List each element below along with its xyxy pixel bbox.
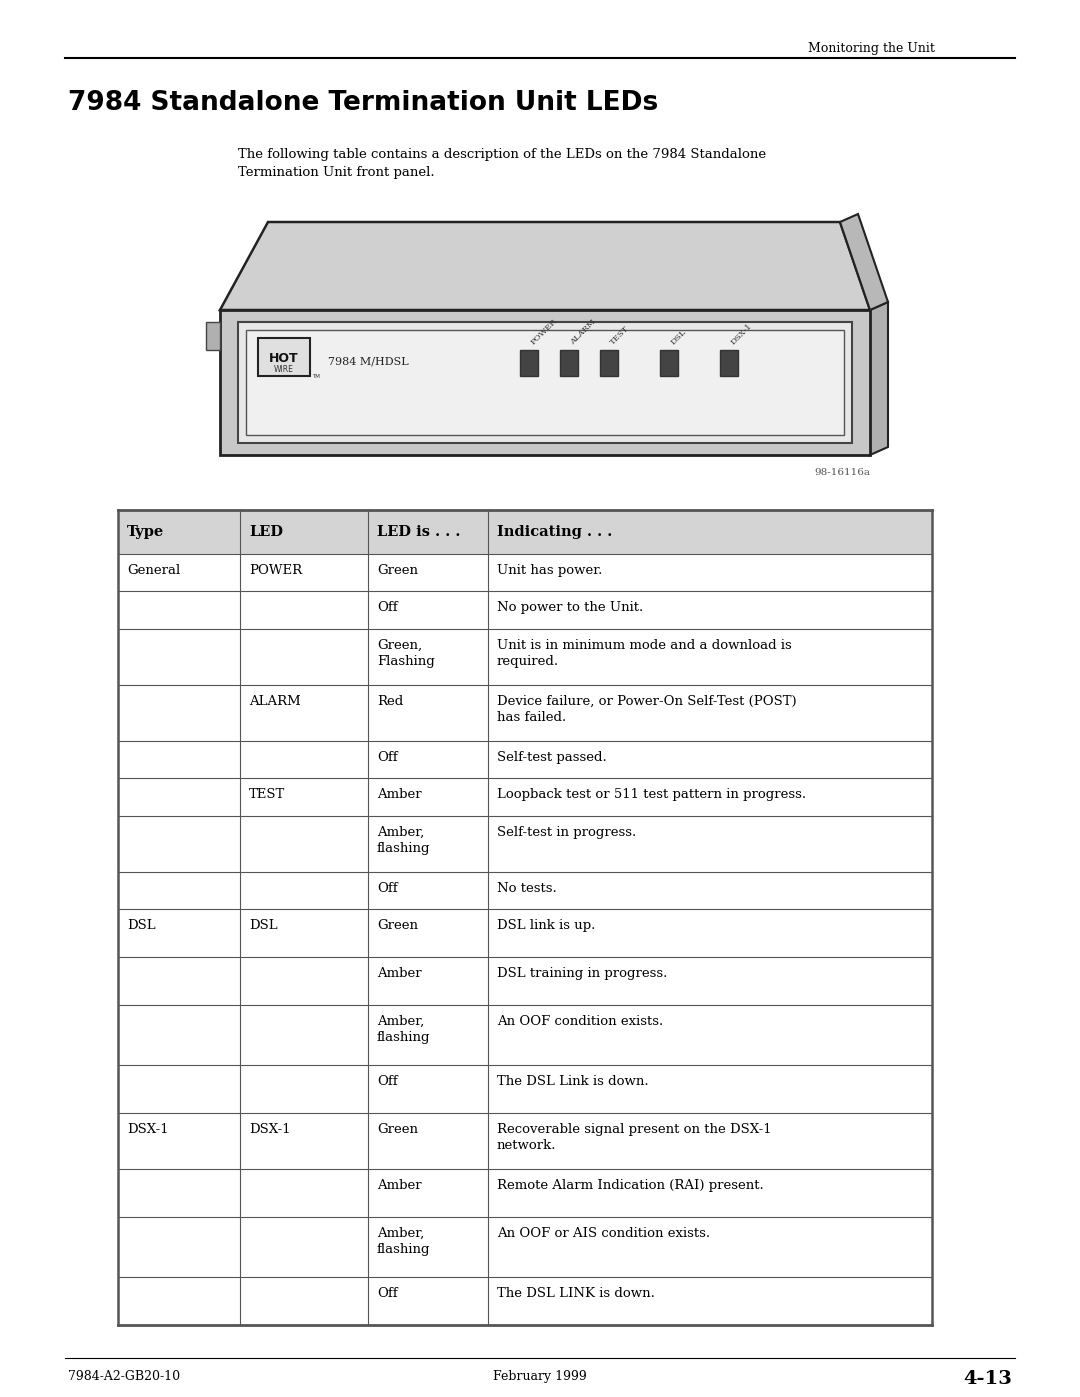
Polygon shape — [220, 222, 870, 310]
Bar — [118, 510, 932, 553]
Text: Indicating . . .: Indicating . . . — [497, 525, 612, 539]
Text: Green: Green — [377, 563, 418, 577]
Text: General: General — [127, 563, 180, 577]
Text: DSL: DSL — [669, 327, 688, 346]
Text: The DSL LINK is down.: The DSL LINK is down. — [497, 1287, 654, 1301]
Text: Red: Red — [377, 694, 403, 708]
Text: Amber: Amber — [377, 788, 421, 802]
Text: Amber,
flashing: Amber, flashing — [377, 1227, 431, 1256]
Text: ALARM: ALARM — [569, 317, 597, 346]
Text: 4-13: 4-13 — [963, 1370, 1012, 1389]
Text: DSL training in progress.: DSL training in progress. — [497, 967, 667, 981]
Text: ALARM: ALARM — [249, 694, 300, 708]
Text: Off: Off — [377, 1076, 397, 1088]
Text: Amber,
flashing: Amber, flashing — [377, 826, 431, 855]
Text: No power to the Unit.: No power to the Unit. — [497, 601, 644, 615]
Text: DSX-1: DSX-1 — [127, 1123, 168, 1136]
Bar — [220, 310, 870, 455]
Text: Type: Type — [127, 525, 164, 539]
Text: 7984-A2-GB20-10: 7984-A2-GB20-10 — [68, 1370, 180, 1383]
Text: LED: LED — [249, 525, 283, 539]
Text: Self-test in progress.: Self-test in progress. — [497, 826, 636, 838]
Bar — [660, 351, 678, 376]
Text: An OOF or AIS condition exists.: An OOF or AIS condition exists. — [497, 1227, 711, 1241]
Text: Monitoring the Unit: Monitoring the Unit — [808, 42, 935, 54]
Text: 7984 Standalone Termination Unit LEDs: 7984 Standalone Termination Unit LEDs — [68, 89, 658, 116]
Text: Loopback test or 511 test pattern in progress.: Loopback test or 511 test pattern in pro… — [497, 788, 806, 802]
Text: 98-16116a: 98-16116a — [814, 468, 870, 476]
Text: 7984 M/HDSL: 7984 M/HDSL — [328, 356, 408, 366]
Text: POWER: POWER — [249, 563, 302, 577]
Text: Green,
Flashing: Green, Flashing — [377, 638, 435, 668]
Text: LED is . . .: LED is . . . — [377, 525, 460, 539]
Text: TEST: TEST — [609, 324, 631, 346]
Text: Off: Off — [377, 1287, 397, 1301]
Text: Unit is in minimum mode and a download is
required.: Unit is in minimum mode and a download i… — [497, 638, 792, 668]
Text: The following table contains a description of the LEDs on the 7984 Standalone
Te: The following table contains a descripti… — [238, 148, 766, 179]
Bar — [720, 351, 738, 376]
Polygon shape — [870, 302, 888, 455]
Text: POWER: POWER — [529, 317, 558, 346]
Polygon shape — [840, 214, 888, 310]
Text: Self-test passed.: Self-test passed. — [497, 750, 607, 764]
Bar — [561, 351, 578, 376]
Text: Off: Off — [377, 882, 397, 894]
Bar — [246, 330, 843, 434]
Text: DSX-1: DSX-1 — [249, 1123, 291, 1136]
Text: Amber: Amber — [377, 967, 421, 981]
Bar — [519, 351, 538, 376]
Text: Off: Off — [377, 750, 397, 764]
Text: WIRE: WIRE — [274, 366, 294, 374]
Text: Green: Green — [377, 1123, 418, 1136]
Bar — [206, 321, 220, 351]
Text: Amber,
flashing: Amber, flashing — [377, 1014, 431, 1045]
Text: Remote Alarm Indication (RAI) present.: Remote Alarm Indication (RAI) present. — [497, 1179, 764, 1192]
Text: DSL: DSL — [127, 919, 156, 932]
Text: DSX-1: DSX-1 — [729, 321, 754, 346]
Text: Off: Off — [377, 601, 397, 615]
Text: DSL link is up.: DSL link is up. — [497, 919, 595, 932]
Text: Green: Green — [377, 919, 418, 932]
Text: Recoverable signal present on the DSX-1
network.: Recoverable signal present on the DSX-1 … — [497, 1123, 771, 1153]
Bar — [238, 321, 852, 443]
Text: DSL: DSL — [249, 919, 278, 932]
Text: Unit has power.: Unit has power. — [497, 563, 603, 577]
Text: Device failure, or Power-On Self-Test (POST)
has failed.: Device failure, or Power-On Self-Test (P… — [497, 694, 797, 724]
Text: An OOF condition exists.: An OOF condition exists. — [497, 1014, 663, 1028]
Text: TM: TM — [312, 374, 320, 379]
Text: TEST: TEST — [249, 788, 285, 802]
Text: The DSL Link is down.: The DSL Link is down. — [497, 1076, 649, 1088]
Text: No tests.: No tests. — [497, 882, 557, 894]
Text: February 1999: February 1999 — [494, 1370, 586, 1383]
Text: Amber: Amber — [377, 1179, 421, 1192]
Bar — [258, 338, 310, 376]
Text: HOT: HOT — [269, 352, 299, 365]
Bar — [600, 351, 618, 376]
